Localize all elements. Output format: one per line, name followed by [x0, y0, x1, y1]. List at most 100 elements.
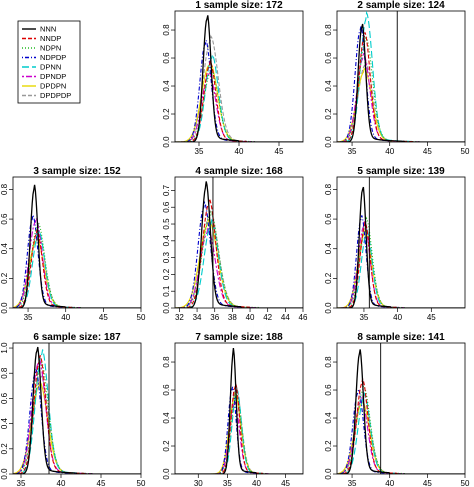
series-group: [13, 184, 141, 308]
legend-label: NNN: [40, 25, 56, 34]
series-line-dpnn: [175, 389, 303, 474]
series-line-nndp: [337, 32, 465, 142]
legend-item: DPNDP: [22, 72, 66, 81]
y-tick-label: 0.8: [162, 24, 171, 36]
x-tick-label: 42: [263, 313, 272, 322]
x-tick-label: 35: [195, 147, 204, 156]
x-tick-label: 35: [348, 147, 357, 156]
y-tick-label: 0.4: [162, 235, 171, 247]
series-line-dpdpdp: [175, 209, 303, 308]
x-tick-label: 35: [24, 313, 33, 322]
x-tick-label: 35: [348, 479, 357, 487]
series-line-ndpdp: [175, 40, 303, 142]
series-line-dpdpn: [337, 399, 465, 474]
y-tick-label: 0.5: [162, 218, 171, 230]
series-group: [175, 181, 303, 308]
y-tick-label: 0.2: [162, 268, 171, 280]
y-tick-label: 0.4: [324, 243, 333, 255]
y-tick-label: 0.2: [324, 108, 333, 120]
x-tick-label: 40: [57, 479, 66, 487]
x-tick-label: 35: [17, 479, 26, 487]
x-tick-label: 45: [427, 313, 436, 322]
y-tick-label: 0.0: [162, 136, 171, 148]
panel-5: 5 sample size: 139 35 40 45 0.0 0.2 0.4 0.6 0.8: [324, 166, 466, 322]
y-tick-label: 0.6: [0, 213, 9, 225]
series-line-dpdpdp: [13, 229, 141, 308]
x-tick-label: 45: [97, 479, 106, 487]
y-tick-label: 0.6: [162, 384, 171, 396]
legend-label: NNDP: [40, 34, 61, 43]
series-line-nnn: [13, 184, 141, 308]
series-line-ndpn: [337, 34, 465, 142]
y-tick-label: 0.2: [0, 443, 9, 455]
series-line-dpdpn: [13, 237, 141, 308]
y-tick-label: 0.0: [324, 302, 333, 314]
y-tick-label: 0.2: [162, 108, 171, 120]
plot-frame: [336, 342, 466, 475]
legend-item: NNN: [22, 25, 56, 34]
series-line-dpdpn: [175, 60, 303, 142]
y-tick-label: 0.0: [0, 468, 9, 480]
y-tick-label: 0.0: [324, 468, 333, 480]
x-tick-label: 30: [194, 479, 203, 487]
legend-item: NDPDP: [22, 53, 66, 62]
y-tick-label: 0.3: [162, 252, 171, 264]
series-group: [337, 11, 465, 142]
series-line-nnn: [175, 347, 303, 474]
panel-6: 6 sample size: 187 35 40 45 50 0.0 0.2 0.4 0.6 0.…: [0, 332, 146, 487]
plot-frame: [174, 10, 304, 143]
x-tick-label: 45: [423, 479, 432, 487]
panel-title: 3 sample size: 152: [33, 166, 121, 177]
x-tick-label: 40: [385, 147, 394, 156]
y-tick-label: 0.2: [162, 440, 171, 452]
y-tick-label: 0.8: [324, 356, 333, 368]
series-line-nndp: [337, 220, 465, 308]
x-tick-label: 40: [385, 479, 394, 487]
plot-frame: [174, 176, 304, 309]
y-tick-label: 0.4: [162, 80, 171, 92]
panel-title: 8 sample size: 141: [357, 332, 445, 343]
series-group: [337, 349, 465, 474]
legend-label: NDPN: [40, 44, 61, 53]
series-line-ndpdp: [337, 215, 465, 308]
series-group: [13, 346, 141, 474]
y-tick-label: 0.8: [324, 183, 333, 195]
series-group: [175, 347, 303, 474]
series-line-dpnn: [337, 229, 465, 308]
plot-frame: [336, 10, 466, 143]
series-line-nnn: [337, 186, 465, 308]
series-line-dpndp: [175, 399, 303, 474]
x-tick-label: 40: [61, 313, 70, 322]
series-line-dpndp: [175, 227, 303, 308]
x-tick-label: 36: [210, 313, 219, 322]
x-tick-label: 50: [461, 147, 470, 156]
series-line-nndp: [175, 383, 303, 474]
series-line-dpndp: [337, 220, 465, 308]
x-tick-label: 40: [246, 313, 255, 322]
x-tick-label: 46: [299, 313, 308, 322]
panel-title: 2 sample size: 124: [357, 0, 445, 11]
panel-title: 1 sample size: 172: [195, 0, 283, 11]
panel-2: 2 sample size: 124 35 40 45 50 0.0 0.2 0.4 0.6 0.…: [324, 0, 470, 156]
series-line-dpnn: [175, 218, 303, 308]
series-line-nnn: [337, 349, 465, 474]
y-tick-label: 0.6: [324, 52, 333, 64]
series-line-dpdpdp: [337, 225, 465, 308]
series-line-dpndp: [337, 396, 465, 474]
series-line-nndp: [13, 228, 141, 308]
legend-item: NDPN: [22, 44, 61, 53]
series-line-nndp: [175, 197, 303, 308]
x-tick-label: 50: [137, 313, 146, 322]
legend-box: [17, 20, 81, 104]
y-tick-label: 0.6: [324, 213, 333, 225]
x-tick-label: 45: [275, 147, 284, 156]
y-tick-label: 0.7: [162, 184, 171, 196]
x-tick-label: 45: [281, 479, 290, 487]
panel-1: 1 sample size: 172 35 40 45 0.0 0.2 0.4 0.6 0.8: [162, 0, 304, 156]
series-line-nnn: [337, 23, 465, 142]
legend-label: DPNDP: [40, 72, 66, 81]
panel-title: 4 sample size: 168: [195, 166, 283, 177]
y-tick-label: 0.4: [0, 418, 9, 430]
